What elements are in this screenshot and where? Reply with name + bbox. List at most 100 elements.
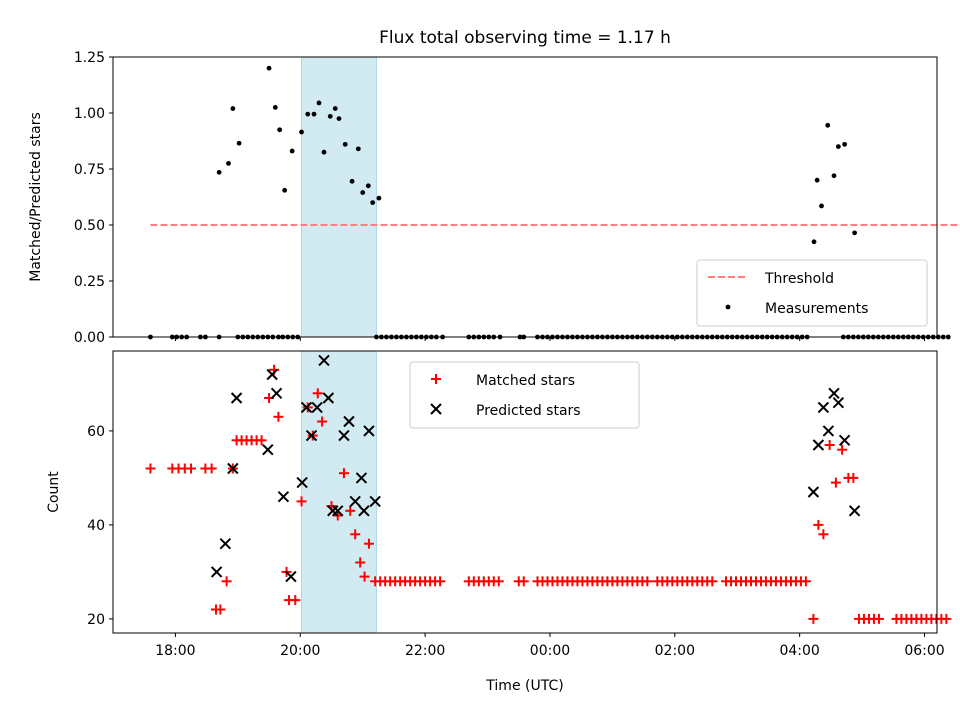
measurement-point xyxy=(236,140,242,146)
bottom-observing-span xyxy=(301,350,377,634)
top-y-axis-label: Matched/Predicted stars xyxy=(28,112,44,282)
measurement-point xyxy=(376,195,382,201)
measurement-point xyxy=(355,146,361,152)
measurement-point xyxy=(230,106,236,111)
predicted-star-point xyxy=(277,490,290,503)
measurement-point xyxy=(360,190,366,195)
bottom-axes-frame xyxy=(112,350,938,634)
bottom-legend: Matched stars Predicted stars xyxy=(409,361,640,429)
measurement-point xyxy=(216,169,222,175)
x-tick-label: 00:00 xyxy=(530,643,570,659)
bottom-y-axis-label: Count xyxy=(46,471,62,513)
measurement-point xyxy=(811,239,817,245)
top-axes-frame xyxy=(112,56,938,338)
x-tick-label: 18:00 xyxy=(155,643,195,659)
predicted-star-point xyxy=(305,429,318,442)
predicted-star-point xyxy=(270,387,283,400)
measurement-point xyxy=(327,113,333,119)
predicted-star-point xyxy=(338,429,350,442)
measurement-point xyxy=(819,203,824,209)
measurement-point xyxy=(289,148,295,154)
measurements-legend-label: Measurements xyxy=(765,301,868,317)
predicted-star-point xyxy=(210,566,223,578)
predicted-star-point xyxy=(318,354,330,367)
predicted-star-point xyxy=(227,462,239,475)
measurement-point xyxy=(316,100,322,106)
predicted-star-point xyxy=(363,425,375,437)
measurement-point xyxy=(305,111,311,117)
predicted-star-point xyxy=(285,570,297,583)
measurement-point xyxy=(299,129,304,135)
bottom-legend-box xyxy=(409,361,640,429)
matched-stars-legend-swatch xyxy=(431,374,441,384)
top-chart-title: Flux total observing time = 1.17 h xyxy=(379,28,671,48)
measurement-point xyxy=(266,65,272,71)
predicted-star-point xyxy=(817,401,830,414)
x-tick-label: 02:00 xyxy=(655,643,695,659)
bottom-panel: 18:00 20:00 22:00 00:00 02:00 04:00 06:00 20 40 6… xyxy=(87,350,952,659)
measurement-point xyxy=(940,334,946,340)
predicted-star-point xyxy=(262,443,274,456)
matched-stars-legend-label: Matched stars xyxy=(476,373,575,389)
measurement-point xyxy=(945,334,951,340)
top-observing-span xyxy=(301,56,377,338)
x-tick-label: 20:00 xyxy=(280,643,320,659)
top-y-tick-label: 0.75 xyxy=(74,162,105,178)
measurement-point xyxy=(282,187,288,193)
predicted-star-point xyxy=(358,505,370,517)
predicted-star-point xyxy=(812,439,825,451)
bottom-y-tick-label: 60 xyxy=(87,424,105,440)
measurements-legend-swatch xyxy=(725,304,731,310)
x-tick-label: 06:00 xyxy=(904,643,944,659)
measurement-point xyxy=(332,106,338,111)
measurement-point xyxy=(842,141,848,147)
threshold-legend-label: Threshold xyxy=(764,271,834,287)
predicted-star-point xyxy=(322,392,335,404)
predicted-stars-legend-marker xyxy=(430,403,442,415)
predicted-star-point xyxy=(828,387,840,400)
bottom-y-tick-label: 20 xyxy=(87,612,105,628)
measurement-point xyxy=(277,127,283,133)
top-y-tick-label: 1.25 xyxy=(74,50,105,66)
measurement-point xyxy=(825,122,831,128)
measurement-point xyxy=(831,173,837,179)
predicted-star-point xyxy=(300,401,313,414)
predicted-star-point xyxy=(807,486,820,498)
top-legend-box xyxy=(696,259,928,327)
bottom-y-tick-label: 40 xyxy=(87,518,105,534)
measurement-point xyxy=(311,111,317,117)
top-y-tick-label: 0.50 xyxy=(74,218,105,234)
measurement-point xyxy=(349,178,355,184)
measurement-point xyxy=(272,105,278,110)
predicted-star-point xyxy=(349,495,361,508)
measurement-point xyxy=(814,177,820,183)
predicted-star-point xyxy=(343,415,355,428)
predicted-star-point xyxy=(822,425,835,437)
measurement-point xyxy=(835,144,841,150)
top-panel: 0.00 0.25 0.50 0.75 1.00 1.25 xyxy=(74,50,960,346)
predicted-star-point xyxy=(219,537,232,550)
x-axis-label: Time (UTC) xyxy=(485,678,563,694)
predicted-star-point xyxy=(832,396,845,409)
measurement-point xyxy=(370,200,376,206)
predicted-star-point xyxy=(838,434,851,447)
measurement-point xyxy=(321,149,327,155)
measurement-point xyxy=(342,141,348,147)
measurement-point xyxy=(336,116,342,121)
top-legend: Threshold Measurements xyxy=(696,259,928,327)
predicted-star-point xyxy=(355,472,368,484)
predicted-star-point xyxy=(369,495,381,508)
predicted-star-point xyxy=(327,505,339,517)
predicted-stars-legend-swatch xyxy=(430,403,442,415)
measurement-point xyxy=(365,183,371,189)
x-tick-label: 04:00 xyxy=(779,643,819,659)
predicted-star-point xyxy=(848,505,861,517)
predicted-stars-legend-label: Predicted stars xyxy=(476,403,581,419)
predicted-star-point xyxy=(230,392,243,404)
predicted-star-point xyxy=(332,505,344,517)
measurement-point xyxy=(226,161,231,166)
top-y-tick-label: 0.00 xyxy=(74,330,105,346)
top-y-tick-label: 0.25 xyxy=(74,274,105,290)
